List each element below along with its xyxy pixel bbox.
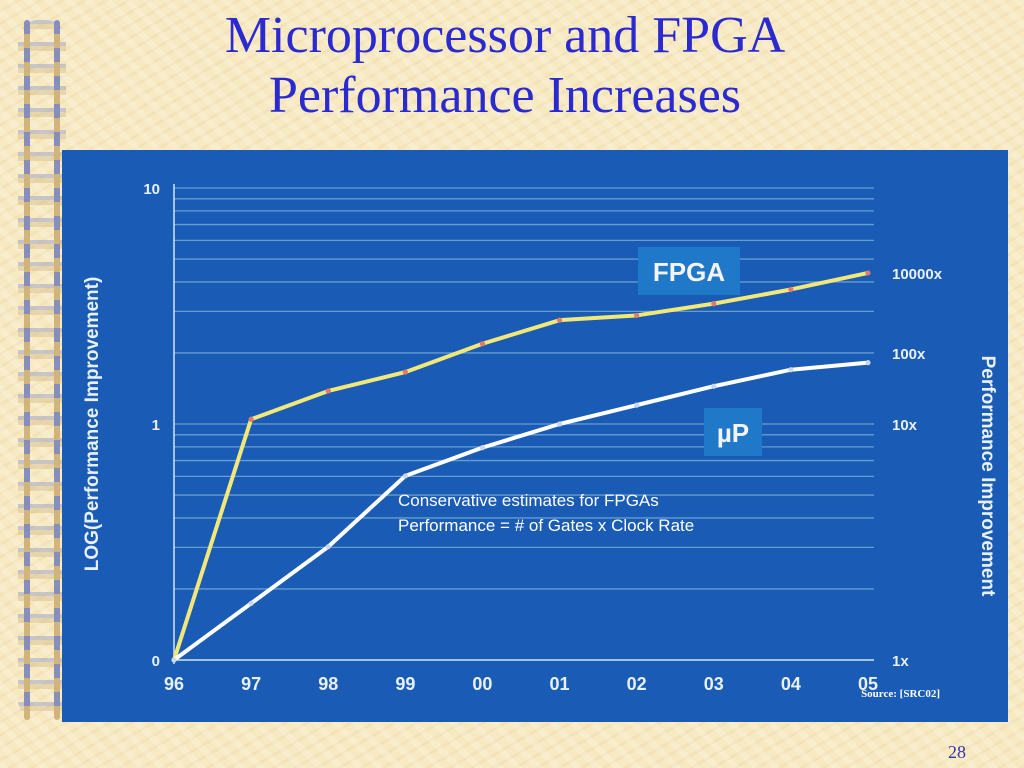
chart-note: Conservative estimates for FPGAs Perform…	[398, 488, 694, 538]
grid-lines	[174, 187, 874, 590]
data-point	[325, 388, 331, 394]
fpga-series-label-box	[638, 247, 740, 295]
y2-tick-label: 1x	[892, 653, 909, 670]
data-point	[865, 360, 871, 366]
chart-panel: 10 1 0 10000x 100x 10x 1x 96 97 98 99 00 01 02 03 04 05 L…	[62, 150, 1008, 722]
y2-tick-label: 10000x	[892, 266, 943, 283]
data-point	[402, 369, 408, 375]
data-point	[171, 657, 177, 663]
data-point	[634, 402, 640, 408]
data-point	[788, 286, 794, 293]
x-tick-label: 04	[781, 674, 801, 694]
y-tick-label: 1	[152, 417, 160, 434]
source-citation: Source: [SRC02]	[861, 688, 940, 700]
axes	[173, 184, 874, 664]
note-line-1: Conservative estimates for FPGAs	[398, 491, 659, 510]
data-point	[711, 383, 717, 389]
data-point	[788, 367, 794, 373]
fpga-series-label: FPGA	[653, 257, 725, 287]
data-point	[556, 317, 563, 323]
data-point	[402, 473, 408, 479]
y-tick-label: 0	[152, 653, 160, 670]
series-line-fpga	[172, 270, 870, 662]
x-tick-label: 05	[858, 674, 878, 694]
series-lines	[171, 270, 871, 663]
microprocessor-series-label-box	[704, 408, 762, 456]
data-point	[248, 416, 254, 422]
data-point	[248, 600, 254, 606]
title-line-2: Performance Increases	[268, 67, 742, 124]
x-tick-label: 96	[164, 674, 184, 694]
y-tick-label: 10	[143, 181, 160, 198]
x-tick-label: 03	[704, 674, 724, 694]
dna-helix-decoration	[18, 20, 66, 720]
data-point	[325, 544, 331, 550]
note-line-2: Performance = # of Gates x Clock Rate	[398, 516, 695, 535]
y-axis-title: LOG(Performance Improvement)	[82, 277, 103, 572]
data-point	[479, 445, 486, 451]
data-point	[865, 270, 871, 276]
x-tick-label: 98	[318, 674, 338, 694]
x-tick-label: 99	[395, 674, 415, 694]
x-tick-label: 00	[472, 674, 492, 694]
data-point	[556, 421, 563, 427]
x-tick-label: 97	[241, 674, 261, 694]
y2-tick-label: 100x	[892, 346, 926, 363]
y2-axis-title: Performance Improvement	[977, 356, 998, 597]
x-tick-label: 01	[550, 674, 570, 694]
microprocessor-series-label: µP	[717, 418, 749, 448]
data-point	[634, 312, 640, 319]
title-line-1: Microprocessor and FPGA	[224, 7, 786, 64]
y2-tick-label: 10x	[892, 417, 918, 434]
x-tick-label: 02	[627, 674, 647, 694]
series-line-microprocessor	[172, 360, 870, 662]
data-point	[711, 301, 717, 307]
data-point	[479, 341, 486, 347]
page-number: 28	[948, 742, 966, 762]
slide-title: Microprocessor and FPGA Performance Incr…	[90, 6, 920, 126]
